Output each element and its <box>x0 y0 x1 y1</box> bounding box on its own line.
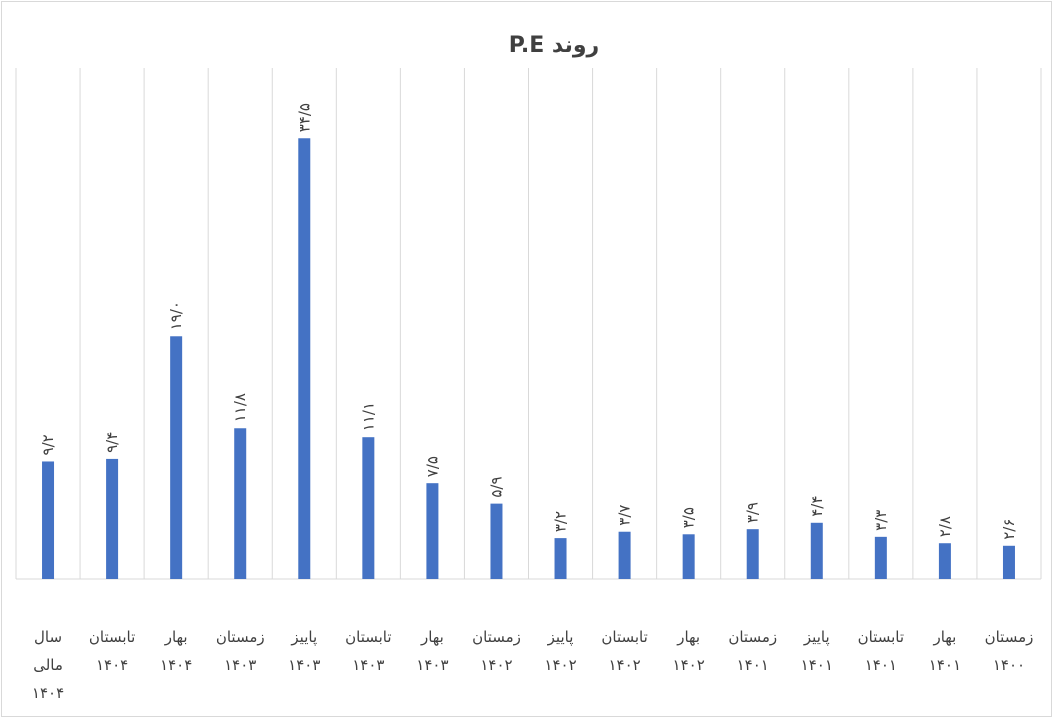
category-labels: زمستان ۱۴۰۰ بهار ۱۴۰۱ تابستان ۱۴۰۱ پاییز ۱۴۰۱ زم… <box>32 628 1033 702</box>
bar <box>874 536 887 579</box>
data-label: ۳/۵ <box>680 507 698 528</box>
category-label: تابستان ۱۴۰۱ <box>858 628 904 674</box>
bar <box>810 522 823 579</box>
category-label: زمستان ۱۴۰۲ <box>472 628 521 674</box>
data-label: ۱۱/۸ <box>231 393 249 422</box>
bar <box>106 458 119 579</box>
category-label: تابستان ۱۴۰۲ <box>601 628 647 674</box>
category-label: بهار ۱۴۰۳ <box>416 628 448 674</box>
category-label: زمستان ۱۴۰۳ <box>216 628 265 674</box>
category-label: زمستان ۱۴۰۰ <box>985 628 1034 674</box>
data-label: ۳/۲ <box>552 511 570 532</box>
data-label: ۵/۹ <box>487 476 505 497</box>
bar <box>490 503 503 579</box>
bar <box>426 483 439 579</box>
data-label: ۳/۷ <box>616 505 634 526</box>
chart-title: روند P.E <box>509 33 599 58</box>
category-label: تابستان ۱۴۰۴ <box>89 628 135 674</box>
data-label: ۳۴/۵ <box>295 103 313 132</box>
bar <box>682 534 695 579</box>
data-labels: ۲/۶ ۲/۸ ۳/۳ ۴/۴ ۳/۹ ۳/۵ ۳/۷ ۳/۲ ۵/۹ ۷/۵ ۱۱/۱ ۳۴/۵ ۱۱… <box>39 103 1018 540</box>
bar <box>234 428 247 579</box>
data-label: ۳/۳ <box>872 510 890 531</box>
data-label: ۷/۵ <box>423 456 441 477</box>
data-label: ۹/۲ <box>39 434 57 455</box>
data-label: ۲/۶ <box>1000 519 1018 540</box>
bar <box>42 461 55 579</box>
bar <box>170 336 183 579</box>
bar <box>554 538 567 579</box>
category-label: پاییز ۱۴۰۱ <box>801 628 833 674</box>
data-label: ۲/۸ <box>936 516 954 537</box>
category-label: بهار ۱۴۰۴ <box>160 628 192 674</box>
bar <box>746 529 759 579</box>
bar <box>1002 545 1015 579</box>
data-label: ۳/۹ <box>744 502 762 523</box>
category-label: پاییز ۱۴۰۲ <box>544 628 576 674</box>
data-label: ۴/۴ <box>808 496 826 517</box>
bars <box>42 138 1015 579</box>
category-label: بهار ۱۴۰۱ <box>929 628 961 674</box>
category-label: تابستان ۱۴۰۳ <box>345 628 391 674</box>
data-label: ۱۹/۰ <box>167 301 185 330</box>
bar <box>938 543 951 579</box>
bar <box>362 437 375 579</box>
category-label: بهار ۱۴۰۲ <box>673 628 705 674</box>
category-label: سال مالی ۱۴۰۴ <box>32 628 64 702</box>
grid-lines <box>15 68 1042 580</box>
data-label: ۱۱/۱ <box>359 402 377 431</box>
bar <box>298 138 311 579</box>
category-label: زمستان ۱۴۰۱ <box>728 628 777 674</box>
category-label: پاییز ۱۴۰۳ <box>288 628 320 674</box>
bar <box>618 531 631 579</box>
data-label: ۹/۴ <box>103 432 121 453</box>
